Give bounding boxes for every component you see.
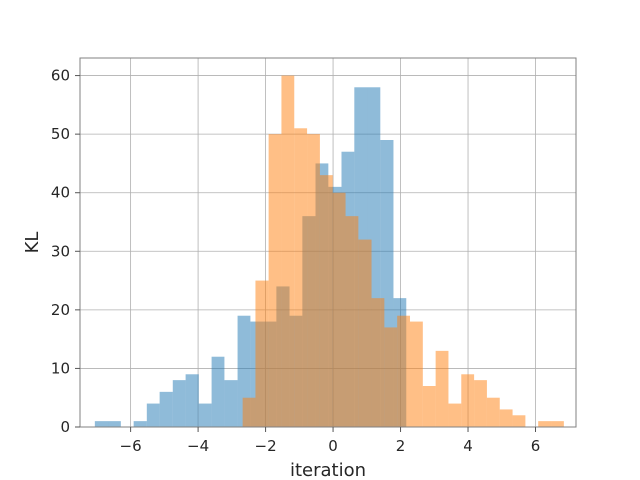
histogram-bar [159,391,173,427]
histogram-bars [94,75,564,428]
histogram-bar [294,128,308,428]
histogram-bar [133,421,147,427]
y-tick-label: 20 [51,301,70,319]
histogram-bar [448,403,462,427]
y-tick-label: 30 [51,242,70,260]
histogram-bar [185,374,199,427]
x-tick-label: −4 [187,437,209,455]
histogram-bar [94,421,109,427]
x-tick-label: −2 [255,437,277,455]
histogram-bar [422,386,436,427]
y-tick-label: 50 [51,125,70,143]
series-2-bars [242,75,564,428]
histogram-bar [371,298,385,427]
y-tick-label: 40 [51,184,70,202]
histogram-bar [409,321,423,427]
histogram-bar [499,409,513,427]
histogram-bar [307,134,320,427]
histogram-bar [268,134,282,427]
histogram-bar [384,327,398,427]
histogram-bar [172,380,186,427]
histogram-bar [211,356,225,427]
histogram-bar [198,403,212,427]
histogram-bar [281,75,295,428]
histogram-bar [358,239,372,427]
histogram-bar [108,421,121,427]
histogram-bar [512,415,526,427]
y-tick-label: 60 [51,67,70,85]
x-tick-label: 0 [328,437,338,455]
histogram-bar [146,403,160,427]
histogram-bar [332,192,346,427]
histogram-bar [255,280,269,427]
x-tick-label: −6 [120,437,142,455]
x-axis-label: iteration [290,460,366,480]
plot-frame [79,57,577,428]
x-tick-label: 2 [396,437,406,455]
histogram-bar [538,421,552,427]
histogram-bar [474,380,487,427]
y-axis-label: KL [22,232,43,254]
y-tick-label: 0 [60,418,70,436]
histogram-bar [461,374,475,427]
histogram-bar [345,216,359,427]
y-axis-ticks: 0 10 20 30 40 50 60 [51,67,80,436]
histogram-bar [397,315,410,427]
histogram-bar [224,380,238,427]
histogram-bar [319,175,333,427]
histogram-bar [242,397,256,427]
x-tick-label: 4 [463,437,473,455]
histogram-bar [551,421,564,427]
histogram-bar [435,350,449,427]
y-tick-label: 10 [51,359,70,377]
x-axis-ticks: −6 −4 −2 0 2 4 6 [120,427,541,455]
histogram-bar [486,397,500,427]
x-tick-label: 6 [531,437,541,455]
